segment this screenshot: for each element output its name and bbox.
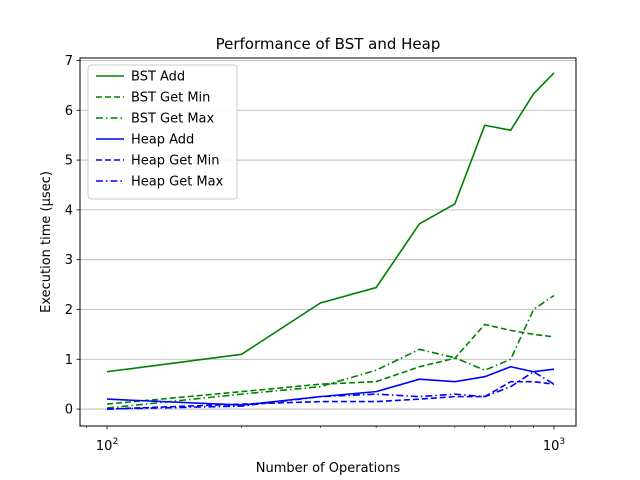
legend-label: BST Get Min [131, 91, 210, 106]
legend-label: Heap Add [131, 133, 194, 148]
y-tick-label: 2 [65, 303, 73, 318]
legend-label: BST Get Max [131, 112, 214, 127]
y-tick-label: 3 [65, 253, 73, 268]
grid-layer [80, 60, 576, 410]
series-layer [106, 72, 555, 410]
tick-layer: 0 1 2 3 4 5 6 7 102 103 [65, 54, 565, 454]
y-tick-label: 1 [65, 353, 73, 368]
y-tick-label: 5 [65, 154, 73, 169]
series-line-4 [107, 380, 555, 410]
y-tick-label: 6 [65, 104, 73, 119]
series-line-0 [106, 72, 555, 373]
legend-label: Heap Get Max [131, 175, 224, 190]
legend-label: BST Add [131, 70, 185, 85]
plot-frame [79, 57, 577, 427]
y-tick-label: 0 [65, 403, 73, 418]
chart-title: Performance of BST and Heap [216, 35, 441, 53]
y-axis-label: Execution time (μsec) [39, 171, 54, 313]
y-tick-label: 7 [65, 54, 73, 69]
series-line-5 [107, 370, 555, 410]
legend-box [87, 64, 238, 200]
x-tick-label: 102 [96, 437, 118, 454]
y-tick-label: 4 [65, 203, 73, 218]
series-line-2 [106, 294, 555, 409]
x-tick-label: 103 [543, 437, 565, 454]
legend: BST Add BST Get Min BST Get Max Heap Add Hea… [87, 64, 238, 200]
series-line-1 [106, 323, 555, 405]
x-axis-label: Number of Operations [256, 461, 401, 476]
legend-label: Heap Get Min [131, 154, 220, 169]
